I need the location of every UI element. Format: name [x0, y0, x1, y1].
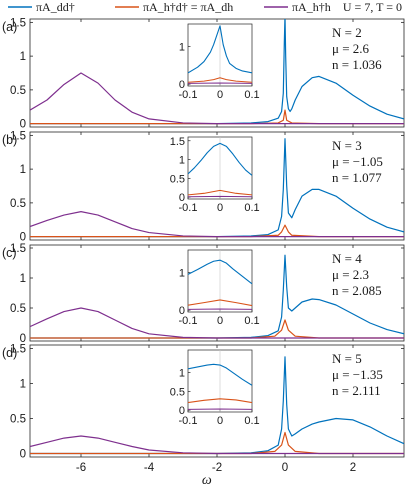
panel-annotation: μ = 2.6 [332, 41, 370, 56]
y-tick-label: 0.5 [10, 414, 26, 426]
inset-x-tick-label: -0.1 [179, 415, 198, 427]
inset-series-line-1 [188, 189, 252, 196]
inset-series-line-1 [188, 77, 252, 83]
inset-x-tick-label: 0 [217, 89, 223, 101]
panel-label: (d) [2, 346, 17, 360]
inset-series-line-0 [188, 259, 252, 285]
inset-x-tick-label: -0.1 [179, 202, 198, 214]
inset-x-tick-label: 0 [217, 315, 223, 327]
panel-annotation: n = 2.111 [332, 383, 381, 398]
x-tick-label: -2 [212, 462, 222, 474]
series-line-2 [30, 307, 404, 339]
inset-series-group [188, 142, 252, 198]
y-tick-label: 1.5 [10, 243, 26, 255]
legend-label: πA_h†d† = πA_dh [143, 0, 233, 14]
inset: 01-0.1 0 0.1 [166, 22, 274, 102]
panel-label: (b) [2, 133, 17, 147]
x-tick-label: 0 [282, 462, 288, 474]
inset-y-tick-label: 0 [179, 405, 185, 417]
inset-series-line-0 [188, 363, 252, 386]
panel-annotation: N = 3 [332, 138, 362, 153]
series-line-1 [30, 431, 404, 455]
y-tick-label: 0 [20, 232, 26, 244]
inset-x-tick-label: -0.1 [179, 315, 198, 327]
inset-series-line-1 [188, 398, 252, 404]
y-tick-label: 0 [20, 449, 26, 461]
y-tick-label: 1 [20, 273, 26, 285]
y-tick-label: 0.5 [10, 198, 26, 210]
inset-y-tick-label: 0 [179, 79, 185, 91]
y-tick-label: 1.5 [10, 17, 26, 29]
inset-y-tick-label: 1.5 [170, 136, 185, 148]
inset-x-tick-label: 0 [217, 202, 223, 214]
inset-series-group [188, 259, 252, 310]
y-tick-label: 0.5 [10, 85, 26, 97]
inset-x-tick-label: 0.1 [244, 415, 259, 427]
inset-series-line-0 [188, 142, 252, 176]
panel-annotation: μ = −1.35 [332, 367, 383, 382]
panel-annotation: n = 2.085 [332, 283, 382, 298]
x-tick-label: -4 [144, 462, 155, 474]
inset-y-tick-label: 0 [179, 192, 185, 204]
legend-params: U = 7, T = 0 [343, 0, 402, 14]
panel-annotation: N = 5 [332, 351, 362, 366]
y-tick-label: 1 [20, 164, 26, 176]
y-tick-label: 0 [20, 333, 26, 345]
inset-y-tick-label: 1 [179, 155, 185, 167]
inset-x-tick-label: 0.1 [244, 315, 259, 327]
inset-x-tick-label: -0.1 [179, 89, 198, 101]
series-line-0 [30, 19, 404, 125]
series-line-2 [30, 211, 404, 238]
panel-3: 0 0.5 1 1.5 -6 -4 -2 0 2 (d) N = 5μ = −1.35n = 2.1… [2, 344, 405, 487]
inset: 00.51-0.1 0 0.1 [166, 348, 274, 428]
y-tick-label: 1 [20, 51, 26, 63]
inset-series-line-0 [188, 25, 252, 74]
x-tick-label: -6 [76, 462, 86, 474]
y-tick-label: 1.5 [10, 130, 26, 142]
inset-y-tick-label: 0.5 [170, 173, 185, 185]
inset: 01-0.1 0 0.1 [166, 248, 274, 328]
panel-1: 00.511.5(b) N = 3μ = −1.05n = 1.07700.511… [2, 130, 405, 244]
y-tick-label: 1.5 [10, 344, 26, 356]
panel-label: (a) [2, 20, 17, 34]
legend-label: πA_h†h [292, 0, 331, 14]
series-group [30, 356, 404, 455]
panel-annotation: N = 2 [332, 25, 362, 40]
legend: πA_dd† πA_h†d† = πA_dh πA_h†h U = 7, T = 0 [8, 0, 402, 14]
panel-annotation: n = 1.077 [332, 170, 382, 185]
inset-x-tick-label: 0.1 [244, 89, 259, 101]
panel-annotation: n = 1.036 [332, 57, 382, 72]
inset-y-tick-label: 1 [179, 42, 185, 54]
inset-y-tick-label: 1 [179, 368, 185, 380]
inset-x-tick-label: 0.1 [244, 202, 259, 214]
x-axis-label: ω [202, 473, 212, 487]
panel-annotation: μ = 2.3 [332, 267, 369, 282]
inset-series-line-1 [188, 299, 252, 307]
inset: 00.511.5-0.1 0 0.1 [166, 135, 274, 215]
series-group [30, 138, 404, 238]
x-tick-label: 2 [350, 462, 356, 474]
panel-label: (c) [2, 246, 17, 260]
panel-annotation: N = 4 [332, 251, 362, 266]
series-group [30, 19, 404, 125]
series-line-2 [30, 435, 404, 455]
inset-series-group [188, 363, 252, 410]
series-group [30, 254, 404, 339]
inset-y-tick-label: 0 [179, 305, 185, 317]
inset-series-group [188, 25, 252, 84]
panel-annotation: μ = −1.05 [332, 154, 383, 169]
legend-label: πA_dd† [36, 0, 75, 14]
y-tick-label: 1 [20, 379, 26, 391]
inset-y-tick-label: 0.5 [170, 386, 185, 398]
y-tick-label: 0 [20, 119, 26, 131]
series-line-2 [30, 72, 404, 125]
inset-y-tick-label: 1 [179, 268, 185, 280]
y-tick-label: 0.5 [10, 303, 26, 315]
inset-x-tick-label: 0 [217, 415, 223, 427]
